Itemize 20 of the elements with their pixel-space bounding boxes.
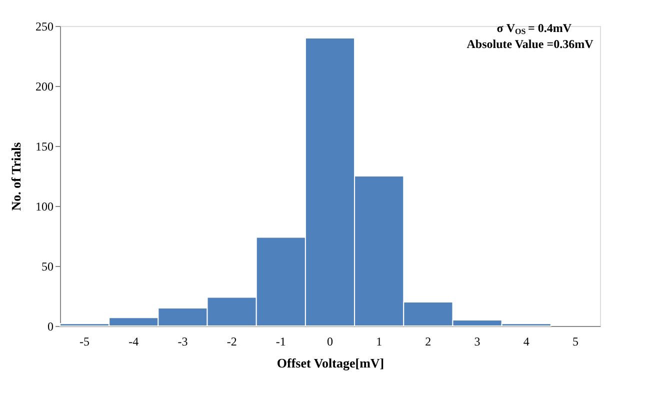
x-tick-label: -2 — [226, 334, 237, 348]
x-tick-label: 0 — [327, 334, 333, 348]
x-tick-label: 1 — [376, 334, 382, 348]
x-tick-label: -1 — [276, 334, 286, 348]
y-tick-label: 100 — [36, 200, 54, 214]
x-tick-label: 2 — [425, 334, 432, 348]
y-axis-title: No. of Trials — [8, 142, 24, 211]
y-tick-label: 200 — [36, 80, 54, 94]
x-tick-label: -4 — [128, 334, 139, 348]
y-tick-label: 0 — [48, 320, 54, 334]
y-tick-label: 250 — [36, 20, 54, 34]
x-tick-label: 3 — [474, 334, 480, 348]
x-tick-label: -3 — [178, 334, 188, 348]
y-tick-label: 150 — [36, 140, 54, 154]
x-axis-title: Offset Voltage[mV] — [276, 356, 384, 370]
annotation: Absolute Value =0.36mV — [466, 37, 594, 51]
y-tick-label: 50 — [42, 260, 54, 274]
x-tick-label: 4 — [523, 334, 530, 348]
x-tick-label: 5 — [572, 334, 578, 348]
x-tick-label: -5 — [80, 334, 90, 348]
